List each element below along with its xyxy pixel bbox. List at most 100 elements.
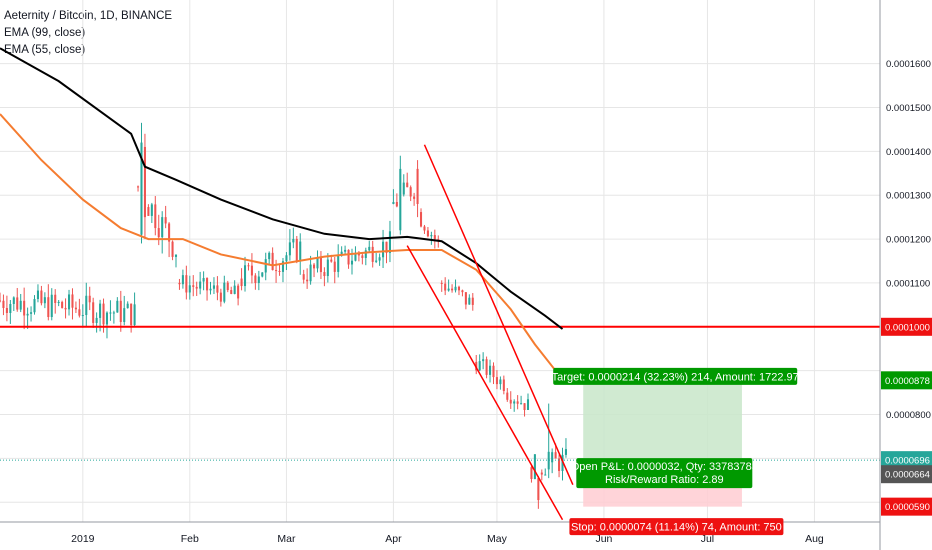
candle-body bbox=[513, 401, 516, 404]
candle-body bbox=[178, 282, 181, 285]
candle-body bbox=[105, 312, 109, 325]
candle-body bbox=[388, 231, 391, 253]
candle-body bbox=[495, 377, 498, 385]
candle-body bbox=[516, 401, 519, 404]
y-tick-label: 0.0001600 bbox=[886, 59, 931, 70]
candle-body bbox=[461, 290, 464, 293]
candle-body bbox=[237, 285, 240, 299]
candle-body bbox=[78, 309, 81, 316]
candle-body bbox=[243, 265, 247, 287]
candle-body bbox=[188, 285, 191, 293]
candle-body bbox=[554, 452, 557, 459]
candle-body bbox=[95, 317, 98, 323]
candle-body bbox=[558, 458, 561, 471]
target-label: Target: 0.0000214 (32.23%) 214, Amount: … bbox=[552, 371, 799, 383]
candle-body bbox=[492, 365, 495, 378]
candle-body bbox=[371, 246, 374, 262]
candle-body bbox=[426, 230, 429, 237]
candle-body bbox=[271, 252, 274, 271]
candle-body bbox=[423, 226, 426, 231]
candle-body bbox=[154, 204, 157, 229]
candle-body bbox=[275, 270, 278, 272]
candle-body bbox=[195, 286, 198, 289]
candle-body bbox=[247, 265, 250, 267]
ema99-line bbox=[0, 47, 564, 330]
candle-body bbox=[278, 270, 281, 272]
candle-body bbox=[50, 294, 53, 318]
candle-body bbox=[402, 182, 405, 195]
candle-body bbox=[340, 251, 343, 256]
position-labels: Target: 0.0000214 (32.23%) 214, Amount: … bbox=[552, 367, 799, 536]
candle-body bbox=[419, 212, 423, 227]
candle-body bbox=[506, 392, 509, 400]
ema55-legend: EMA (55, close) bbox=[4, 44, 86, 56]
candle-body bbox=[454, 286, 457, 291]
price-marker-bg bbox=[881, 465, 932, 484]
candle-body bbox=[67, 294, 71, 310]
candle-body bbox=[440, 282, 443, 284]
candle-body bbox=[16, 297, 19, 310]
candle-body bbox=[181, 275, 184, 285]
candle-body bbox=[206, 278, 209, 291]
ema99-legend: EMA (99, close) bbox=[4, 27, 86, 39]
candle-body bbox=[344, 249, 347, 252]
candle-body bbox=[116, 300, 119, 313]
candle-body bbox=[43, 297, 46, 304]
x-tick-label: 2019 bbox=[71, 533, 95, 545]
candle-body bbox=[33, 299, 36, 313]
candle-body bbox=[430, 235, 433, 237]
rr-label: Risk/Reward Ratio: 2.89 bbox=[605, 474, 724, 486]
candle-body bbox=[40, 290, 43, 304]
candle-body bbox=[502, 379, 505, 391]
candle-body bbox=[192, 285, 195, 287]
candle-body bbox=[540, 472, 543, 475]
candle-body bbox=[19, 300, 22, 310]
candle-body bbox=[216, 285, 219, 293]
candle-body bbox=[168, 223, 171, 242]
candle-body bbox=[406, 182, 409, 188]
candle-body bbox=[288, 242, 291, 256]
candle-body bbox=[392, 202, 395, 204]
candle-body bbox=[147, 207, 150, 216]
candle-body bbox=[433, 235, 436, 240]
candle-body bbox=[292, 238, 295, 243]
candle-body bbox=[482, 359, 485, 362]
candle-body bbox=[92, 302, 95, 323]
candle-body bbox=[12, 297, 15, 304]
candle-body bbox=[5, 308, 8, 313]
target-label-bg bbox=[553, 367, 798, 385]
candle-body bbox=[123, 308, 126, 322]
candle-body bbox=[164, 217, 167, 224]
candle-body bbox=[361, 255, 364, 258]
channel-lower-line bbox=[406, 245, 564, 521]
candle-body bbox=[326, 259, 329, 277]
candle-body bbox=[30, 312, 33, 314]
y-tick-label: 0.0001500 bbox=[886, 103, 931, 114]
chart-legend: Aeternity / Bitcoin, 1D, BINANCE EMA (99… bbox=[4, 8, 172, 59]
pnl-label: Open P&L: 0.0000032, Qty: 33783783 bbox=[571, 461, 758, 473]
candle-body bbox=[526, 399, 530, 410]
candle-body bbox=[119, 300, 122, 322]
candle-body bbox=[261, 272, 264, 277]
candle-body bbox=[161, 217, 164, 238]
candle-body bbox=[561, 454, 564, 471]
x-tick-label: Apr bbox=[385, 533, 402, 545]
candle-body bbox=[416, 168, 419, 204]
candle-body bbox=[489, 365, 492, 375]
candle-body bbox=[226, 282, 229, 291]
candle-body bbox=[268, 252, 271, 260]
candle-body bbox=[257, 276, 260, 283]
candle-body bbox=[47, 297, 50, 318]
candle-body bbox=[564, 449, 567, 455]
candle-body bbox=[350, 260, 354, 265]
candle-body bbox=[36, 290, 39, 300]
candle-body bbox=[150, 204, 153, 216]
candle-body bbox=[537, 478, 540, 501]
candle-body bbox=[264, 259, 267, 273]
candle-body bbox=[240, 278, 243, 287]
candle-body bbox=[306, 279, 309, 282]
candle-body bbox=[395, 202, 398, 207]
candle-body bbox=[485, 359, 488, 375]
